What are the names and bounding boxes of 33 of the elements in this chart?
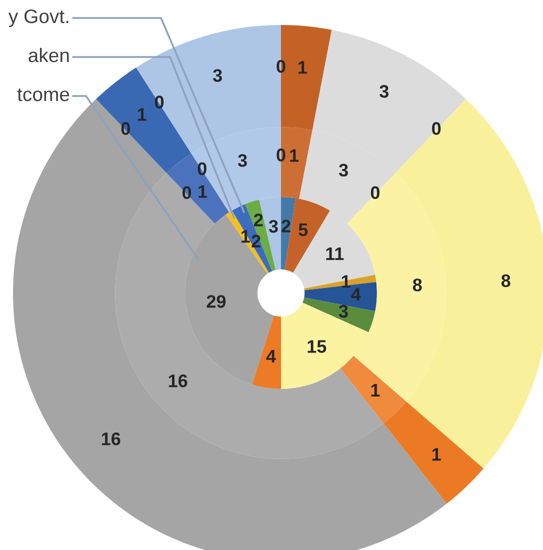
data-label: 8 xyxy=(412,278,422,292)
data-label: 16 xyxy=(102,432,120,446)
data-label: 3 xyxy=(380,84,389,98)
text: 0 xyxy=(276,148,286,162)
text: 0 xyxy=(198,162,206,176)
data-label: 3 xyxy=(238,154,247,167)
data-label: 8 xyxy=(501,274,510,288)
data-label: 4 xyxy=(351,288,361,301)
data-label: 3 xyxy=(338,304,348,318)
data-label: 1 xyxy=(432,448,441,461)
data-label: 2 xyxy=(252,234,260,248)
data-label: 4 xyxy=(266,350,276,362)
data-label: 16 xyxy=(168,374,188,388)
data-label: 1 xyxy=(198,185,207,198)
data-label: 15 xyxy=(308,340,326,353)
data-label: 1 xyxy=(298,61,307,74)
data-label: 11 xyxy=(326,248,344,260)
slice-label: tcome xyxy=(17,88,70,102)
data-label: 2 xyxy=(254,214,263,226)
data-label: 3 xyxy=(268,220,278,233)
data-label: 29 xyxy=(206,295,226,308)
data-label: 1 xyxy=(138,108,146,121)
data-label: 5 xyxy=(298,224,308,236)
data-label: 1 xyxy=(290,149,298,162)
data-label: 2 xyxy=(282,220,290,232)
data-label: 3 xyxy=(338,164,348,177)
slice-label: y Govt. xyxy=(8,9,68,28)
text: 0 xyxy=(370,186,380,200)
text: 0 xyxy=(432,122,441,135)
data-label: 1 xyxy=(371,384,380,396)
text: 0 xyxy=(276,60,286,73)
data-label: 3 xyxy=(212,69,222,82)
slice-label: aken xyxy=(28,48,69,62)
